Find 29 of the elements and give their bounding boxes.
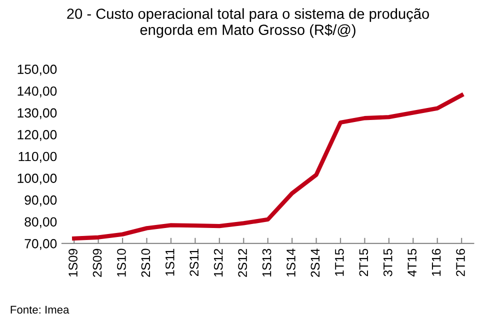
y-tick-label: 130,00 [18,108,57,120]
x-tick-label: 1S14 [286,248,296,277]
line-series [72,93,464,241]
y-tick-label: 90,00 [24,195,57,206]
x-tick-label: 1S12 [214,248,223,277]
y-tick-label: 120,00 [18,130,57,141]
x-tick-label: 3T15 [383,248,392,276]
x-tick-label: 2S11 [190,248,199,276]
x-tick-label: 1S11 [165,248,174,276]
x-tick-label: 1S10 [117,248,126,277]
x-tick-label: 2S09 [92,248,102,277]
y-tick-label: 80,00 [24,217,57,228]
x-tick-label: 1S09 [68,248,78,277]
x-tick-label: 1T16 [432,248,441,276]
x-tick-label: 2S12 [238,248,247,277]
chart-title: 20 - Custo operacional total para o sistema de produção engorda em Mato Grosso (R$/@) [67,8,429,38]
x-tick-label: 2S10 [141,248,150,277]
y-tick-label: 110,00 [18,152,57,163]
source-note: Fonte: Imea [10,306,70,314]
y-tick-label: 140,00 [18,86,57,98]
x-tick-label: 2T16 [456,248,465,276]
y-tick-label: 70,00 [24,239,57,250]
x-tick-label: 1T15 [335,248,344,276]
x-tick-label: 1S13 [262,248,272,277]
x-tick-label: 4T15 [408,248,416,277]
y-tick-label: 150,00 [18,64,57,76]
x-tick-label: 2S14 [310,248,320,277]
y-tick-label: 100,00 [18,174,57,185]
x-tick-label: 2T15 [359,248,368,276]
